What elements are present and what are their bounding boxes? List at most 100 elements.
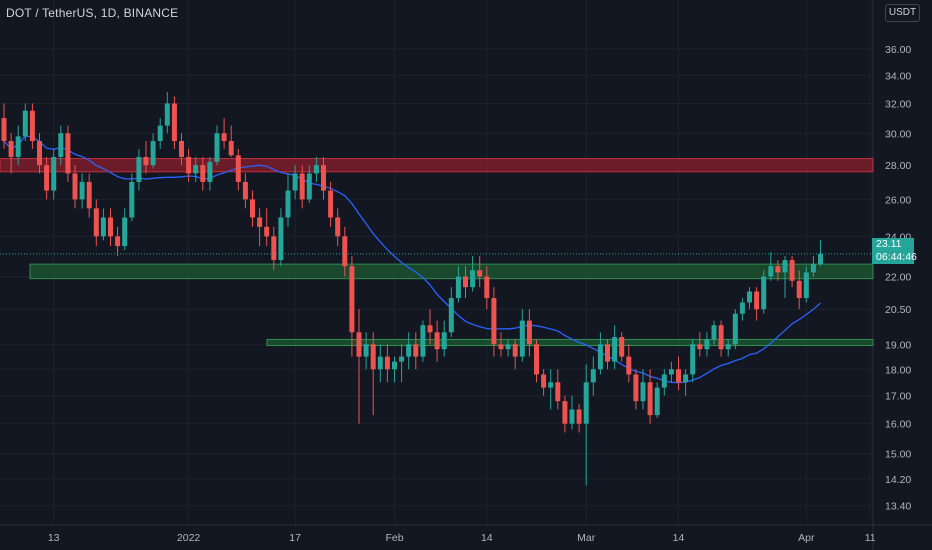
candle-body	[207, 161, 213, 182]
candle	[65, 125, 71, 182]
candle-body	[782, 260, 788, 273]
candle	[782, 256, 788, 299]
candle	[93, 199, 99, 247]
candle-body	[583, 382, 589, 424]
bar-countdown: 06:44:46	[876, 251, 917, 263]
candle	[441, 320, 447, 357]
candle	[321, 156, 326, 200]
time-tick-label: 14	[673, 532, 685, 544]
price-tick-label: 32.00	[885, 98, 911, 110]
candle-body	[58, 133, 64, 157]
price-tick-label: 22.00	[885, 272, 911, 284]
candle-body	[72, 173, 78, 200]
candle	[512, 339, 518, 370]
candle	[313, 156, 319, 182]
candle	[377, 344, 383, 383]
candle-body	[491, 298, 497, 345]
candle	[413, 332, 419, 370]
candle-body	[718, 325, 724, 350]
candle	[463, 266, 468, 299]
candle-body	[271, 236, 277, 261]
candle	[448, 287, 454, 338]
candle	[676, 356, 681, 391]
candle	[526, 309, 532, 357]
candle	[612, 325, 618, 370]
candle-body	[171, 103, 177, 142]
candle	[590, 356, 596, 396]
candle	[739, 298, 745, 321]
candle-body	[477, 270, 483, 277]
candle	[640, 369, 646, 410]
candle-body	[420, 325, 426, 357]
candle-body	[356, 332, 362, 357]
candle-body	[370, 344, 376, 370]
candle	[796, 270, 802, 310]
candle-body	[498, 344, 504, 350]
time-tick-label: Apr	[798, 532, 815, 544]
candle-body	[93, 208, 99, 237]
candle	[569, 395, 575, 430]
resistance-zone	[0, 158, 874, 173]
candle-body	[413, 344, 419, 357]
candle	[711, 320, 717, 345]
candle	[690, 339, 696, 383]
candle-body	[768, 266, 774, 277]
candle-body	[683, 374, 689, 383]
candle	[79, 173, 85, 209]
candle	[370, 332, 376, 416]
time-tick-label: 17	[289, 532, 301, 544]
candle-body	[100, 217, 106, 237]
candle	[363, 332, 369, 370]
candle-body	[250, 199, 255, 218]
price-tick-label: 28.00	[885, 160, 911, 172]
candle-body	[186, 156, 192, 174]
candle-body	[8, 141, 14, 157]
chart-title: DOT / TetherUS, 1D, BINANCE	[6, 6, 179, 20]
support-upper-zone	[29, 263, 874, 280]
candle-body	[626, 356, 632, 375]
candle-body	[555, 382, 561, 402]
candle-body	[235, 155, 241, 182]
price-tick-label: 18.00	[885, 364, 911, 376]
candle-body	[739, 302, 745, 314]
candle-body	[200, 165, 206, 182]
candle-body	[79, 181, 85, 200]
candle-body	[647, 382, 653, 416]
candle	[29, 103, 35, 149]
candle	[44, 156, 50, 200]
candle-body	[406, 344, 412, 357]
candle	[15, 125, 21, 166]
candle-body	[470, 270, 476, 288]
candle-body	[86, 181, 92, 209]
candle	[22, 103, 28, 142]
candle	[108, 208, 113, 247]
time-tick-label: 11	[865, 532, 876, 544]
candle	[86, 173, 92, 218]
candle	[484, 266, 490, 310]
candle	[157, 118, 163, 149]
candle-body	[44, 165, 50, 191]
price-tick-label: 15.00	[885, 449, 911, 461]
candle	[264, 208, 270, 247]
candle	[498, 332, 504, 357]
candle	[754, 287, 760, 321]
candle	[399, 344, 405, 383]
candle	[747, 287, 752, 310]
candle-body	[221, 133, 227, 142]
candle-body	[51, 156, 57, 191]
candle	[235, 148, 241, 191]
time-tick-label: 13	[48, 532, 60, 544]
currency-label[interactable]: USDT	[885, 4, 920, 22]
candle	[186, 148, 192, 182]
candle-body	[612, 337, 618, 362]
candle	[292, 165, 298, 200]
candle-body	[214, 133, 220, 162]
candle	[761, 270, 767, 314]
candle-body	[562, 401, 568, 424]
candle	[597, 332, 603, 375]
candle-body	[122, 217, 128, 247]
time-tick-label: Mar	[577, 532, 596, 544]
price-tick-label: 19.00	[885, 339, 911, 351]
candle	[704, 332, 710, 357]
